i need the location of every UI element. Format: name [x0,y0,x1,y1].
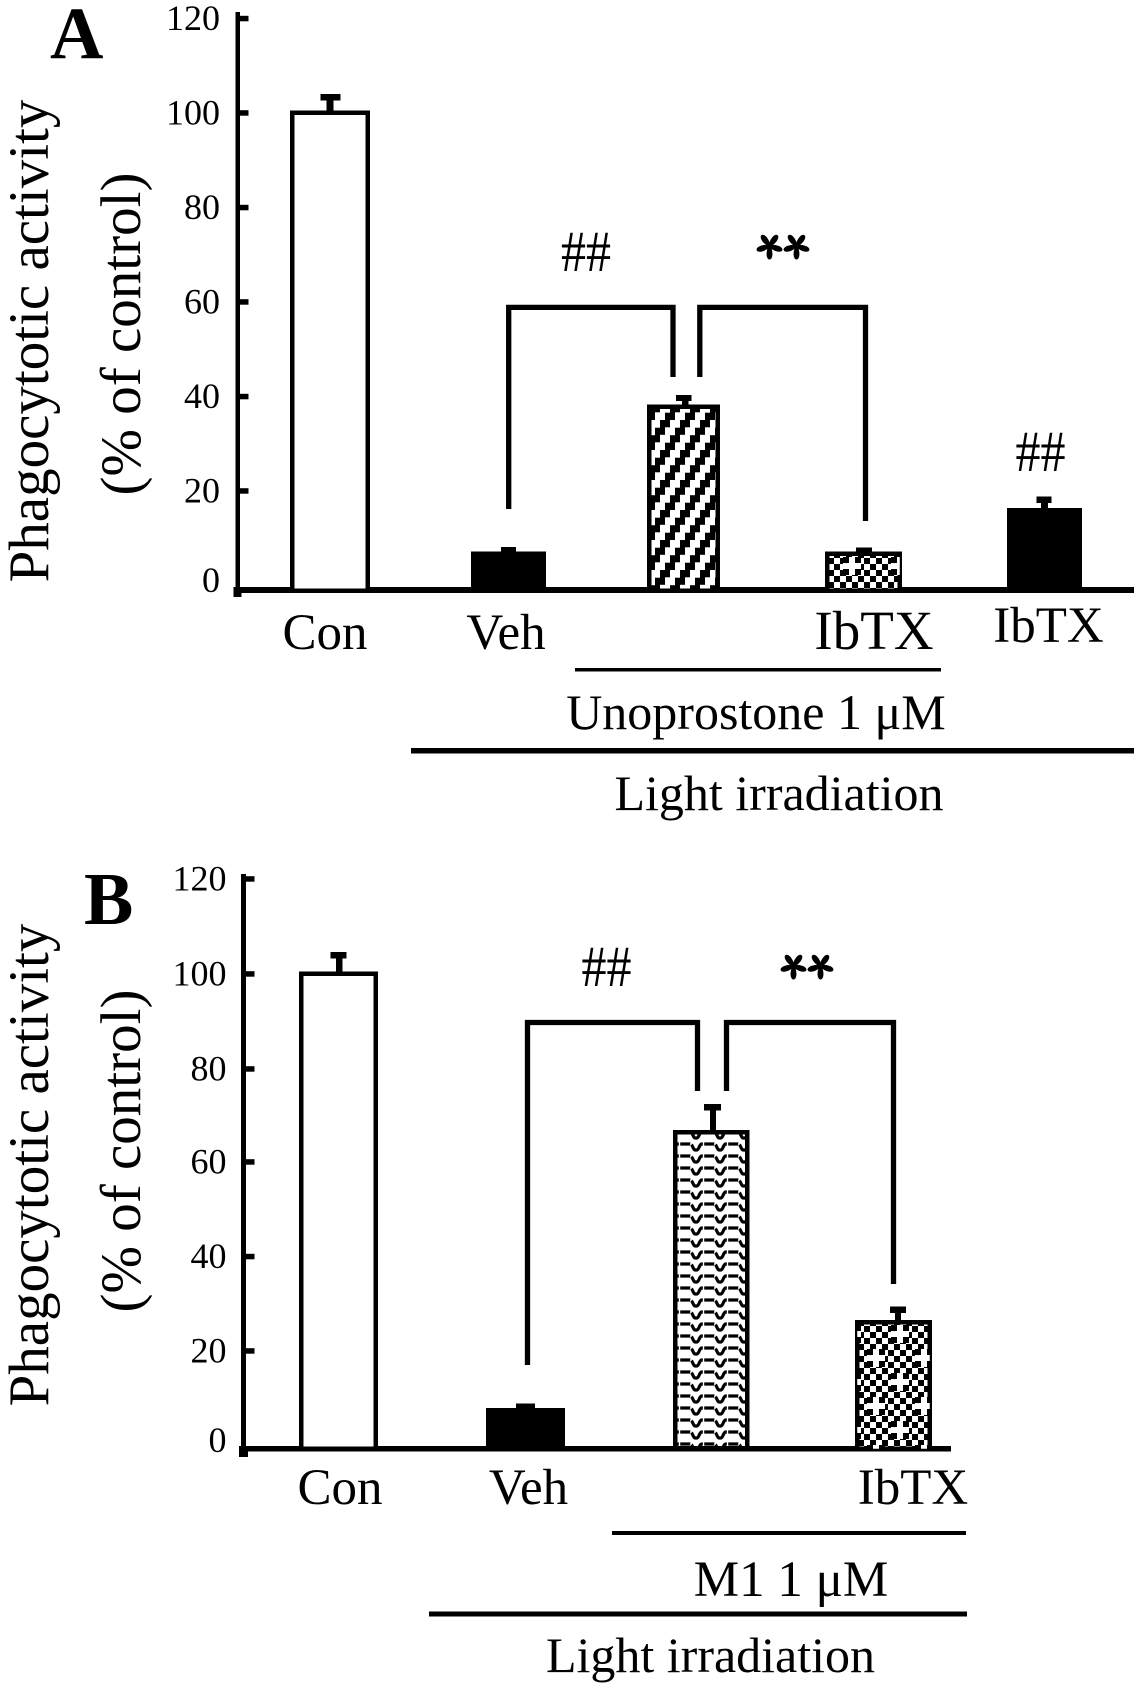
svg-text:Phagocytotic activity: Phagocytotic activity [0,923,61,1406]
svg-text:A: A [50,0,103,75]
svg-text:M1 1 μM: M1 1 μM [694,1552,889,1608]
svg-text:IbTX: IbTX [993,598,1103,654]
svg-text:60: 60 [184,282,220,322]
svg-text:##: ## [1016,419,1066,484]
svg-text:Con: Con [282,605,367,661]
svg-text:Veh: Veh [489,1460,568,1516]
svg-text:20: 20 [184,471,220,511]
svg-text:100: 100 [173,954,227,994]
svg-text:Unoprostone 1 μM: Unoprostone 1 μM [566,684,946,740]
svg-text:##: ## [561,219,611,284]
svg-text:Phagocytotic activity: Phagocytotic activity [0,99,61,582]
svg-text:20: 20 [191,1331,227,1371]
svg-text:Veh: Veh [466,605,545,661]
svg-text:##: ## [582,934,632,999]
svg-text:0: 0 [202,560,220,600]
svg-text:0: 0 [209,1420,227,1460]
svg-text:120: 120 [173,859,227,899]
svg-text:80: 80 [184,187,220,227]
svg-text:60: 60 [191,1142,227,1182]
svg-text:100: 100 [166,93,220,133]
svg-text:(% of control): (% of control) [90,990,153,1313]
svg-text:120: 120 [166,0,220,38]
svg-text:Con: Con [297,1460,382,1516]
svg-text:40: 40 [191,1236,227,1276]
svg-text:IbTX: IbTX [858,1460,968,1516]
svg-text:Light irradiation: Light irradiation [546,1627,875,1683]
svg-text:Light irradiation: Light irradiation [614,765,943,821]
svg-text:40: 40 [184,376,220,416]
svg-text:IbTX: IbTX [814,600,933,661]
svg-text:(% of control): (% of control) [90,173,153,496]
svg-text:B: B [84,859,133,941]
svg-text:80: 80 [191,1049,227,1089]
